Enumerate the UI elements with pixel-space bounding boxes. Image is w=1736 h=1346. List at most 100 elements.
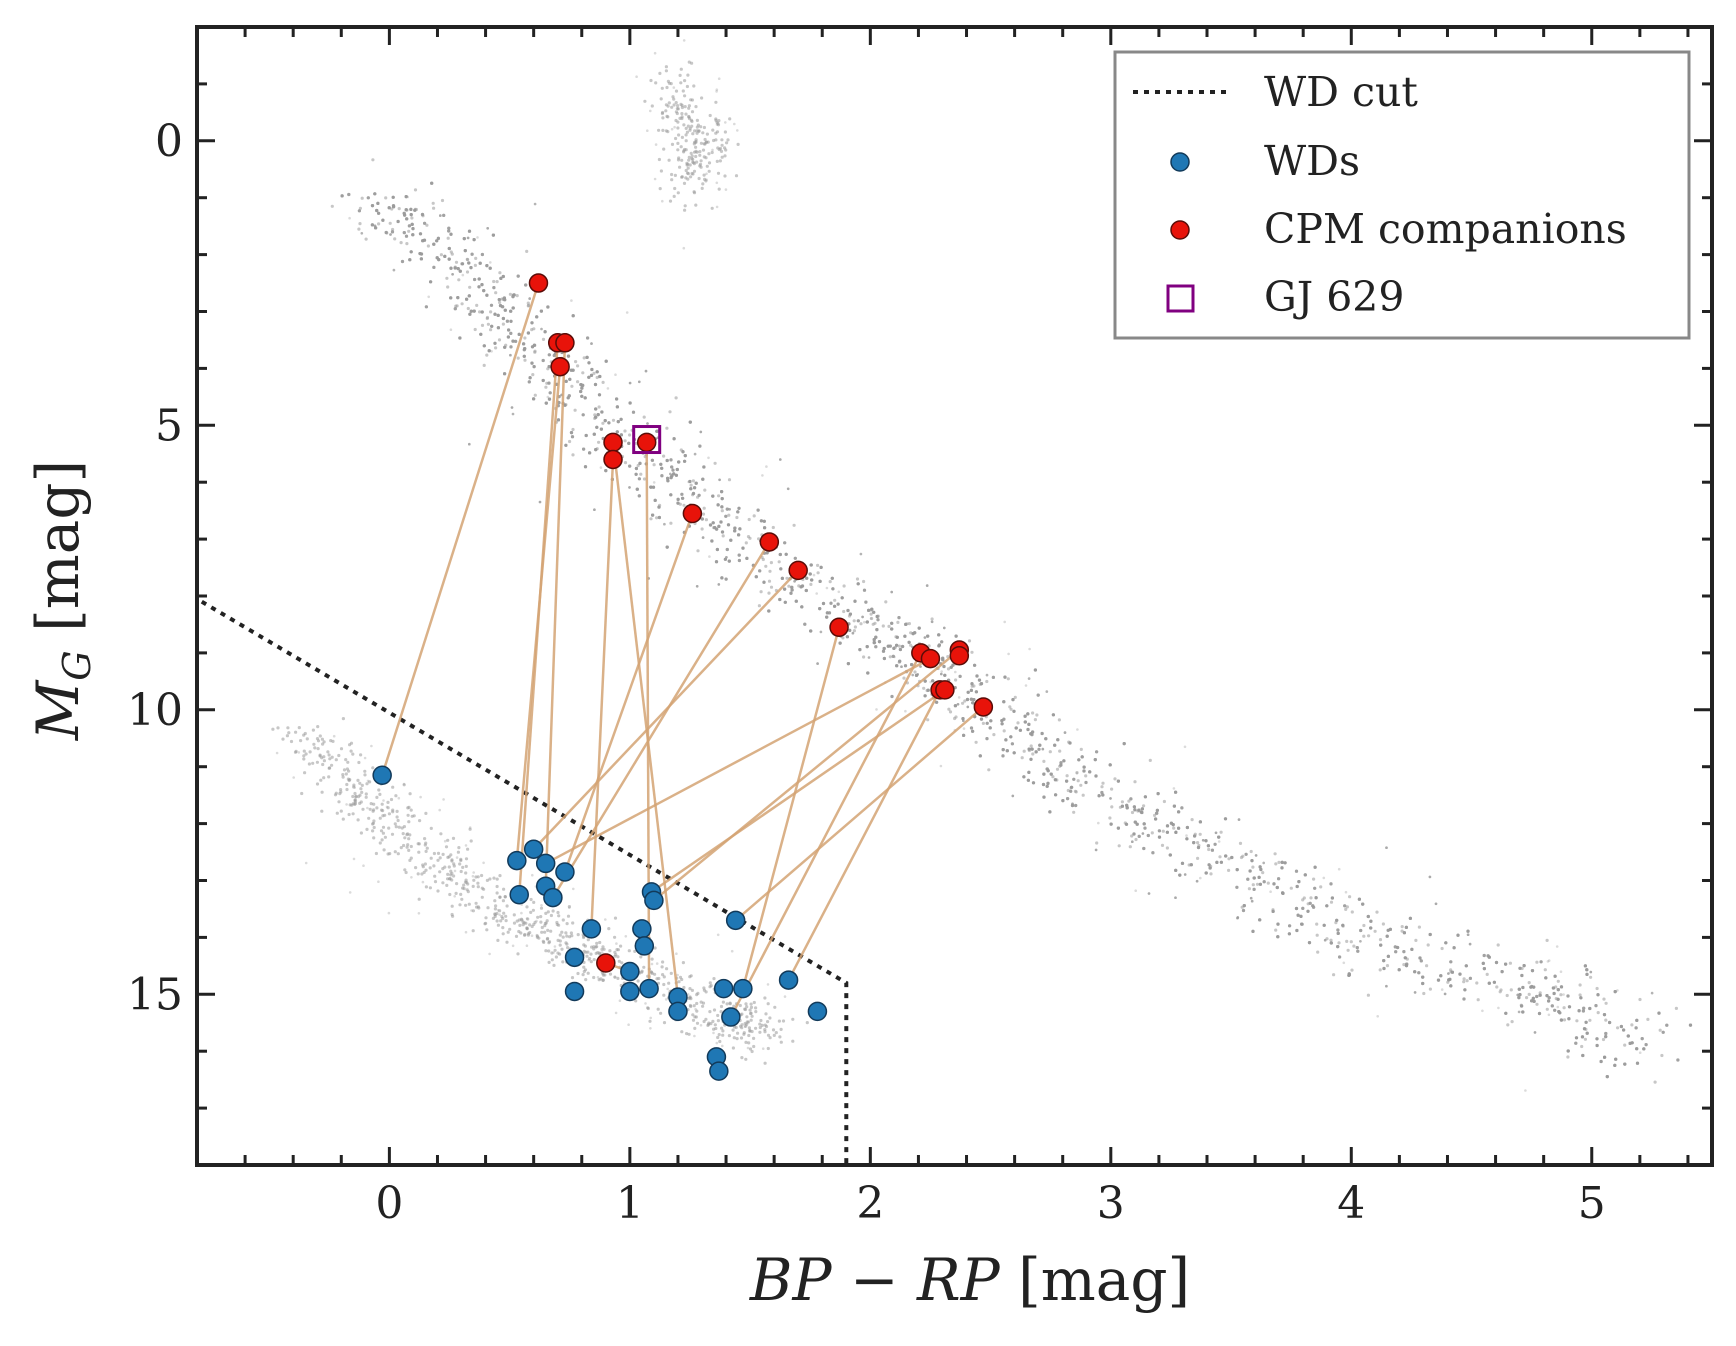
background-star bbox=[1583, 1037, 1587, 1041]
background-star bbox=[364, 795, 368, 799]
background-star bbox=[569, 931, 574, 935]
background-star bbox=[423, 862, 427, 866]
background-star bbox=[525, 249, 529, 253]
background-star bbox=[426, 244, 430, 248]
background-star bbox=[1496, 943, 1500, 947]
background-star bbox=[1558, 1011, 1562, 1015]
background-star bbox=[449, 328, 453, 332]
background-star bbox=[439, 214, 442, 217]
background-star bbox=[1154, 817, 1158, 821]
background-star bbox=[852, 619, 856, 623]
background-star bbox=[1336, 931, 1340, 936]
background-star bbox=[374, 851, 378, 856]
background-star bbox=[487, 349, 491, 353]
background-star bbox=[985, 679, 989, 684]
background-star bbox=[768, 569, 772, 573]
background-star bbox=[1011, 794, 1015, 798]
background-star bbox=[446, 838, 450, 842]
background-star bbox=[1373, 929, 1377, 933]
background-star bbox=[506, 930, 510, 934]
background-star bbox=[1125, 806, 1129, 810]
background-star bbox=[391, 195, 395, 199]
background-star bbox=[718, 1039, 722, 1044]
background-star bbox=[783, 587, 787, 591]
background-star bbox=[881, 649, 886, 653]
background-star bbox=[779, 1027, 783, 1031]
background-star bbox=[509, 309, 513, 313]
background-star bbox=[1468, 942, 1472, 946]
background-star bbox=[404, 208, 408, 212]
background-star bbox=[713, 461, 717, 465]
background-star bbox=[1553, 974, 1557, 978]
background-star bbox=[472, 309, 476, 313]
background-star bbox=[619, 433, 624, 437]
background-star bbox=[1035, 713, 1039, 717]
background-star bbox=[1177, 810, 1181, 814]
background-star bbox=[471, 884, 475, 889]
background-star bbox=[816, 662, 819, 665]
background-star bbox=[1271, 909, 1275, 914]
background-star bbox=[468, 442, 471, 446]
background-star bbox=[485, 353, 489, 357]
background-star bbox=[744, 1057, 748, 1061]
background-star bbox=[581, 973, 585, 977]
background-star bbox=[515, 294, 519, 298]
background-star bbox=[874, 645, 878, 649]
background-star bbox=[546, 395, 550, 399]
background-star bbox=[628, 486, 631, 489]
background-star bbox=[540, 327, 543, 331]
background-star bbox=[1338, 955, 1342, 959]
background-star bbox=[496, 326, 500, 330]
background-star bbox=[358, 781, 362, 785]
background-star bbox=[1276, 922, 1280, 926]
background-star bbox=[380, 838, 384, 842]
background-star bbox=[488, 266, 492, 270]
background-star bbox=[1500, 970, 1504, 974]
background-star bbox=[360, 232, 364, 235]
background-star bbox=[720, 576, 724, 580]
background-star bbox=[528, 923, 532, 927]
background-star bbox=[378, 841, 382, 845]
background-star bbox=[1556, 988, 1560, 992]
background-star bbox=[923, 636, 927, 639]
background-star bbox=[682, 985, 686, 990]
background-star bbox=[308, 750, 312, 754]
background-star bbox=[1299, 914, 1303, 919]
background-star bbox=[368, 780, 372, 784]
background-star bbox=[378, 792, 382, 797]
background-star bbox=[1589, 970, 1593, 974]
background-star bbox=[297, 751, 301, 754]
background-star bbox=[1589, 970, 1593, 974]
background-star bbox=[1533, 1031, 1537, 1034]
background-star bbox=[631, 410, 636, 414]
background-star bbox=[432, 206, 436, 210]
background-star bbox=[736, 1031, 740, 1035]
background-star bbox=[1051, 713, 1055, 717]
background-star bbox=[1120, 804, 1124, 808]
background-star bbox=[1608, 1020, 1612, 1025]
background-star bbox=[1589, 970, 1593, 974]
background-star bbox=[763, 526, 767, 530]
background-star bbox=[574, 360, 578, 364]
background-star bbox=[590, 342, 593, 345]
background-star bbox=[333, 793, 338, 797]
background-star bbox=[829, 601, 833, 605]
background-star bbox=[466, 236, 470, 240]
background-star bbox=[1195, 879, 1199, 883]
background-star bbox=[1219, 830, 1223, 834]
background-star bbox=[1038, 743, 1042, 747]
background-star bbox=[1517, 1010, 1521, 1014]
background-star bbox=[947, 707, 951, 711]
background-star bbox=[1147, 892, 1151, 895]
background-star bbox=[1468, 976, 1472, 981]
background-star bbox=[359, 787, 363, 791]
background-star bbox=[1577, 1009, 1581, 1013]
background-star bbox=[1128, 845, 1132, 849]
background-star bbox=[890, 627, 894, 631]
background-star bbox=[347, 812, 351, 817]
background-star bbox=[538, 500, 542, 504]
background-star bbox=[691, 491, 696, 496]
background-star bbox=[1495, 985, 1499, 989]
background-star bbox=[463, 249, 467, 253]
background-star bbox=[1230, 855, 1234, 860]
